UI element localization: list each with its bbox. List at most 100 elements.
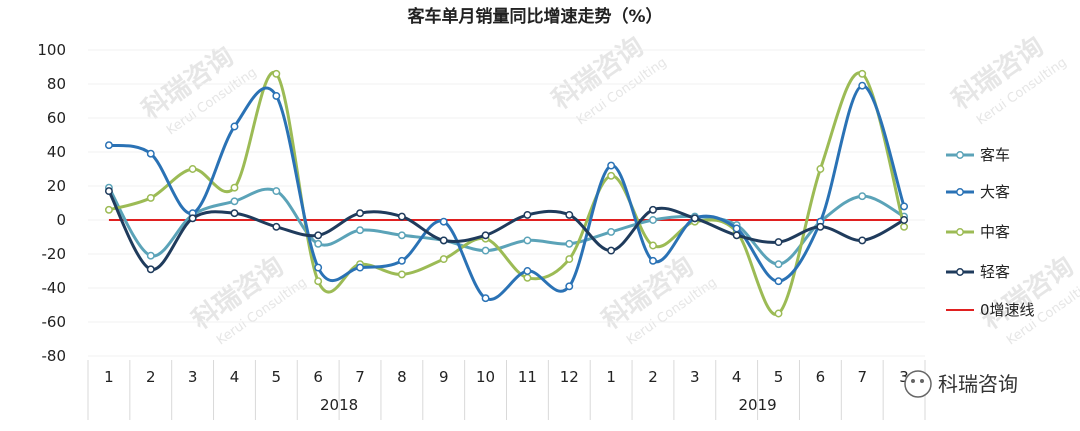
legend-item: 0增速线 [946,301,1035,319]
data-point [523,210,532,219]
data-point [565,282,574,291]
x-tick-label: 3 [690,368,700,386]
y-axis: 100 80 60 40 20 0 -20 -40 -60 -80 [37,41,66,365]
wechat-icon-eye [920,379,924,383]
data-point [272,187,281,196]
y-tick-label: 60 [47,109,66,127]
data-point [146,193,155,202]
data-point [356,209,364,218]
x-tick-label: 1 [104,368,114,386]
y-tick-label: -60 [42,313,67,331]
series-line [108,84,906,301]
data-point [649,241,657,250]
data-point [816,222,825,231]
legend-label: 中客 [980,223,1010,241]
x-tick-label: 12 [560,368,579,386]
data-point [481,231,490,240]
data-point [607,161,616,170]
chart-title: 客车单月销量同比增速走势（%） [406,6,662,27]
data-point [104,205,113,214]
legend-label: 轻客 [980,263,1010,281]
series-中客 [104,69,909,318]
data-point [146,265,155,274]
x-tick-label: 4 [230,368,240,386]
x-tick-label: 11 [518,368,537,386]
data-point [481,294,490,303]
data-point [732,224,741,233]
data-point [816,165,825,173]
data-point [188,214,197,223]
legend-label: 0增速线 [980,301,1035,319]
wechat-icon [904,370,932,398]
data-point [649,216,657,224]
data-point [146,149,155,158]
y-tick-label: -40 [42,279,67,297]
data-point [356,263,364,272]
data-point [774,260,783,269]
y-tick-label: 80 [47,75,66,93]
x-tick-label: 2 [648,368,658,386]
badge-text: 科瑞咨询 [938,372,1018,396]
x-tick-label: 5 [272,368,282,386]
data-point [774,238,783,247]
legend-marker [956,268,964,276]
year-label: 2019 [739,396,777,414]
y-tick-label: -20 [42,245,67,263]
data-point [607,227,616,236]
data-point [565,239,574,248]
x-tick-label: 3 [899,368,909,386]
legend-label: 大客 [980,183,1010,201]
x-tick-label: 7 [857,368,867,386]
x-tick-label: 7 [355,368,365,386]
data-point [188,165,197,173]
data-point [397,256,406,265]
data-point [858,192,867,201]
x-tick-label: 9 [439,368,449,386]
data-point [523,273,532,282]
data-point [523,236,532,245]
y-tick-label: 0 [56,211,66,229]
data-point [690,214,699,223]
data-point [230,122,239,131]
data-point [481,246,490,255]
data-point [397,212,406,221]
data-point [439,217,448,226]
data-point [314,277,323,286]
data-point [607,246,616,255]
data-point [439,236,448,245]
data-point [272,69,281,78]
x-tick-label: 10 [476,368,495,386]
legend-item: 大客 [946,183,1010,201]
data-point [439,255,448,264]
data-point [146,251,155,260]
series-轻客 [104,187,909,274]
data-point [858,236,867,245]
data-point [900,202,909,211]
legend-marker [956,188,964,196]
x-tick-label: 1 [606,368,616,386]
y-tick-label: 20 [47,177,66,195]
data-point [230,209,239,218]
legend-marker [956,151,964,159]
data-point [774,309,783,318]
legend-item: 轻客 [946,263,1010,281]
x-tick-label: 5 [774,368,784,386]
data-point [858,69,867,78]
data-point [732,231,741,240]
legend-item: 中客 [946,223,1010,241]
data-point [104,141,113,150]
year-label: 2018 [320,396,358,414]
data-point [272,91,281,100]
data-point [774,277,783,286]
x-tick-label: 3 [188,368,198,386]
data-point [272,222,281,231]
x-tick-label: 6 [313,368,323,386]
y-tick-label: -80 [42,347,67,365]
data-point [523,267,532,275]
x-tick-label: 6 [816,368,826,386]
x-tick-label: 2 [146,368,156,386]
data-point [230,197,239,206]
